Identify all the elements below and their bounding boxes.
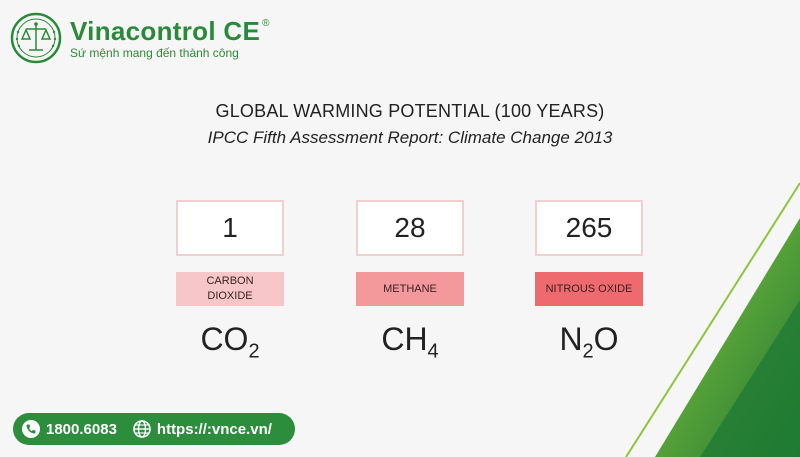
website-url: https://:vnce.vn/ [156,420,272,438]
gas-label-n2o-text: NITROUS OXIDE [545,282,633,295]
gas-label-n2o: NITROUS OXIDE [535,272,643,306]
formula-ch4-base: CH [381,321,428,357]
gwp-value-box-n2o: 265 [535,200,643,256]
formula-n2o: N2O [535,321,643,363]
formula-n2o-base: N [559,321,583,357]
heading: GLOBAL WARMING POTENTIAL (100 YEARS) IPC… [0,101,800,148]
formula-n2o-sub: 2 [582,340,594,363]
gas-label-ch4: METHANE [356,272,464,306]
globe-icon [133,420,151,438]
gas-label-co2-line2: DIOXIDE [207,290,253,302]
gas-label-co2: CARBON DIOXIDE [176,272,284,306]
brand-logo[interactable]: Vinacontrol CE ® Sứ mệnh mang đến thành … [10,12,269,64]
formula-co2: CO2 [176,321,284,363]
gas-label-ch4-text: METHANE [383,282,437,295]
scales-emblem-icon [10,12,62,64]
contact-bar: 1800.6083 https://:vnce.vn/ [13,413,295,445]
phone-number: 1800.6083 [46,420,117,438]
heading-subtitle: IPCC Fifth Assessment Report: Climate Ch… [207,128,613,147]
formula-co2-base: CO [200,321,249,357]
gwp-value-box-ch4: 28 [356,200,464,256]
website-link[interactable]: https://:vnce.vn/ [133,420,272,438]
formula-ch4: CH4 [356,321,464,363]
phone-link[interactable]: 1800.6083 [22,420,117,438]
formula-co2-sub: 2 [248,340,260,363]
registered-mark: ® [262,17,270,29]
phone-icon [22,420,40,438]
brand-name: Vinacontrol CE [70,15,261,46]
gas-label-co2-line1: CARBON [206,275,254,287]
formula-n2o-tail: O [593,321,619,357]
formula-ch4-sub: 4 [427,340,439,363]
gwp-value-box-co2: 1 [176,200,284,256]
heading-title: GLOBAL WARMING POTENTIAL (100 YEARS) [215,101,605,121]
brand-slogan: Sứ mệnh mang đến thành công [70,45,239,60]
